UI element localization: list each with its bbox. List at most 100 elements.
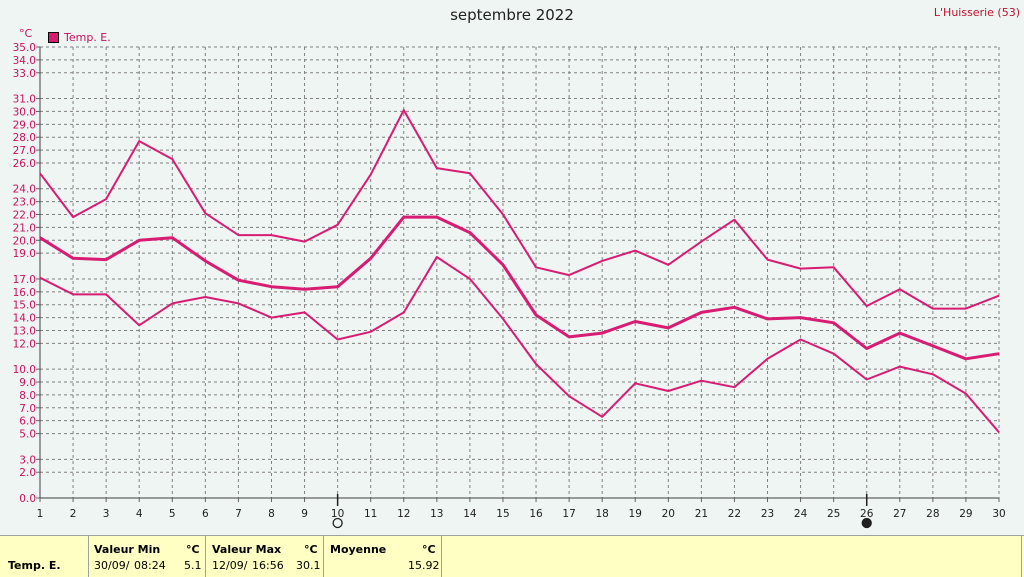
new-moon-icon	[861, 517, 872, 529]
stats-max-cell: Valeur Max °C 12/09/ 16:56 30.1	[206, 536, 323, 577]
x-tick-label: 24	[794, 508, 808, 520]
y-tick-label: 23.0	[13, 197, 36, 209]
x-tick-label: 21	[695, 508, 708, 520]
x-tick-label: 6	[202, 508, 209, 520]
x-tick-label: 30	[992, 508, 1005, 520]
y-tick-label: 2.0	[19, 467, 36, 479]
stats-max-unit: °C	[304, 543, 318, 556]
stats-max-value: 30.1	[296, 559, 321, 572]
x-tick-label: 10	[331, 508, 344, 520]
x-tick-label: 25	[827, 508, 840, 520]
stats-max-date: 12/09/	[212, 559, 248, 572]
y-tick-label: 6.0	[19, 416, 36, 428]
chart-title: septembre 2022	[450, 6, 574, 24]
y-tick-label: 31.0	[13, 94, 36, 106]
x-tick-label: 20	[662, 508, 675, 520]
stats-row-label-cell: Temp. E.	[0, 536, 88, 577]
y-tick-label: 34.0	[13, 55, 36, 67]
stats-divider	[205, 536, 206, 577]
y-tick-label: 20.0	[13, 235, 36, 247]
stats-divider	[1021, 536, 1022, 577]
x-tick-label: 3	[103, 508, 110, 520]
stats-max-time: 16:56	[252, 559, 284, 572]
y-tick-label: 12.0	[13, 338, 36, 350]
y-tick-label: 19.0	[13, 248, 36, 260]
stats-min-label: Valeur Min	[94, 543, 161, 556]
y-tick-label: 10.0	[13, 364, 36, 376]
x-tick-label: 7	[235, 508, 242, 520]
grid	[40, 46, 1000, 498]
x-tick-label: 11	[364, 508, 377, 520]
y-tick-label: 27.0	[13, 145, 36, 157]
y-tick-label: 24.0	[13, 184, 36, 196]
full-moon-icon	[332, 517, 343, 529]
x-tick-label: 16	[529, 508, 543, 520]
y-tick-label: 28.0	[13, 132, 36, 144]
x-tick-label: 28	[926, 508, 939, 520]
stats-min-date: 30/09/	[94, 559, 130, 572]
stats-max-label: Valeur Max	[212, 543, 282, 556]
y-tick-label: 16.0	[13, 287, 36, 299]
y-tick-label: 13.0	[13, 325, 36, 337]
x-axis: 1 2 3 4 5 6 7 8 9 10 11 12 13 14 15 16 17 18 19 20 21 22 23 24 2…	[37, 498, 1006, 520]
axes	[39, 47, 1000, 499]
x-tick-label: 23	[761, 508, 774, 520]
y-tick-label: 30.0	[13, 106, 36, 118]
y-tick-label: 8.0	[19, 390, 36, 402]
legend: Temp. E.	[48, 31, 111, 44]
stats-min-unit: °C	[186, 543, 200, 556]
temperature-chart: 0.0 2.03.0 5.06.07.08.09.010.0 12.013.014.0…	[13, 27, 1006, 529]
stats-mean-value: 15.92	[408, 559, 440, 572]
y-tick-label: 29.0	[13, 119, 36, 131]
moon-phases	[332, 494, 872, 529]
stats-min-cell: Valeur Min °C 30/09/ 08:24 5.1	[89, 536, 205, 577]
x-tick-label: 8	[268, 508, 275, 520]
x-tick-label: 15	[496, 508, 509, 520]
y-axis: 0.0 2.03.0 5.06.07.08.09.010.0 12.013.014.0…	[13, 42, 40, 505]
stats-divider	[323, 536, 324, 577]
x-tick-label: 14	[463, 508, 477, 520]
stats-divider	[441, 536, 442, 577]
y-tick-label: 33.0	[13, 68, 36, 80]
x-tick-label: 12	[397, 508, 410, 520]
y-tick-label: 7.0	[19, 403, 36, 415]
y-tick-label: 17.0	[13, 274, 36, 286]
legend-swatch	[48, 32, 59, 43]
x-tick-label: 29	[959, 508, 972, 520]
x-tick-label: 13	[430, 508, 443, 520]
y-tick-label: 22.0	[13, 210, 36, 222]
x-tick-label: 5	[169, 508, 176, 520]
series-line-min	[39, 256, 1000, 433]
stats-bar: Temp. E. Valeur Min °C 30/09/ 08:24 5.1 …	[0, 535, 1024, 577]
x-tick-label: 2	[70, 508, 77, 520]
x-tick-label: 9	[301, 508, 308, 520]
y-tick-label: 35.0	[13, 42, 36, 54]
stats-mean-cell: Moyenne °C 15.92	[324, 536, 441, 577]
y-axis-unit: °C	[19, 27, 33, 40]
x-tick-label: 19	[629, 508, 642, 520]
x-tick-label: 18	[595, 508, 608, 520]
y-tick-label: 3.0	[19, 454, 36, 466]
series-line-max	[39, 109, 1000, 310]
y-tick-label: 26.0	[13, 158, 36, 170]
x-tick-label: 26	[860, 508, 874, 520]
series-line-mean	[39, 215, 1000, 361]
stats-mean-label: Moyenne	[330, 543, 387, 556]
x-tick-label: 17	[562, 508, 575, 520]
location-label: L'Huisserie (53)	[933, 6, 1020, 19]
stats-min-value: 5.1	[184, 559, 202, 572]
stats-row-label: Temp. E.	[8, 559, 61, 572]
x-tick-label: 22	[728, 508, 741, 520]
series-lines	[39, 109, 1000, 433]
legend-label: Temp. E.	[64, 31, 111, 44]
stats-mean-unit: °C	[422, 543, 436, 556]
y-tick-label: 5.0	[19, 429, 36, 441]
y-tick-label: 15.0	[13, 300, 36, 312]
x-tick-label: 1	[37, 508, 44, 520]
y-tick-label: 14.0	[13, 313, 36, 325]
stats-divider	[88, 536, 89, 577]
y-tick-label: 9.0	[19, 377, 36, 389]
y-tick-label: 21.0	[13, 222, 36, 234]
x-tick-label: 4	[136, 508, 143, 520]
stats-min-time: 08:24	[134, 559, 166, 572]
